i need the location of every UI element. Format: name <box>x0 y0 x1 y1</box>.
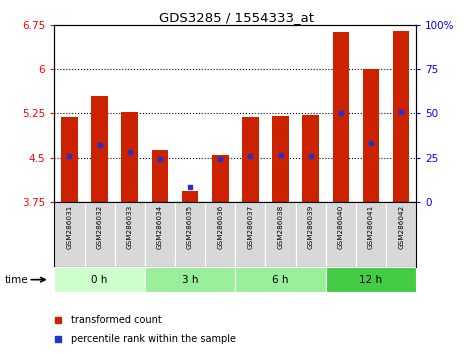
Text: percentile rank within the sample: percentile rank within the sample <box>70 333 236 344</box>
Bar <box>122 112 138 202</box>
Bar <box>54 202 85 267</box>
Bar <box>182 191 198 202</box>
Text: 3 h: 3 h <box>182 275 198 285</box>
Bar <box>326 202 356 267</box>
Text: GSM286037: GSM286037 <box>247 205 254 249</box>
Text: GSM286040: GSM286040 <box>338 205 344 249</box>
Bar <box>235 202 265 267</box>
Text: GDS3285 / 1554333_at: GDS3285 / 1554333_at <box>159 11 314 24</box>
Bar <box>175 202 205 267</box>
Bar <box>333 33 349 202</box>
Text: time: time <box>5 275 28 285</box>
Text: GSM286041: GSM286041 <box>368 205 374 249</box>
Text: GSM286036: GSM286036 <box>217 205 223 249</box>
Text: GSM286033: GSM286033 <box>127 205 133 249</box>
Bar <box>393 31 410 202</box>
Bar <box>296 202 326 267</box>
Text: transformed count: transformed count <box>70 315 161 325</box>
Bar <box>272 116 289 202</box>
Bar <box>85 202 114 267</box>
Bar <box>356 202 386 267</box>
Bar <box>302 115 319 202</box>
Text: 0 h: 0 h <box>91 275 108 285</box>
Bar <box>145 267 235 292</box>
Bar <box>326 267 416 292</box>
Bar <box>363 69 379 202</box>
Bar <box>242 118 259 202</box>
Text: GSM286034: GSM286034 <box>157 205 163 249</box>
Text: 12 h: 12 h <box>359 275 383 285</box>
Bar <box>61 118 78 202</box>
Text: GSM286032: GSM286032 <box>96 205 103 249</box>
Text: GSM286042: GSM286042 <box>398 205 404 249</box>
Text: GSM286035: GSM286035 <box>187 205 193 249</box>
Bar <box>91 96 108 202</box>
Text: GSM286038: GSM286038 <box>278 205 283 249</box>
Bar <box>152 150 168 202</box>
Bar <box>212 155 228 202</box>
Bar <box>145 202 175 267</box>
Bar <box>265 202 296 267</box>
Bar <box>386 202 416 267</box>
Bar <box>114 202 145 267</box>
Text: GSM286039: GSM286039 <box>308 205 314 249</box>
Text: 6 h: 6 h <box>272 275 289 285</box>
Bar <box>205 202 235 267</box>
Bar <box>54 267 145 292</box>
Text: GSM286031: GSM286031 <box>67 205 72 249</box>
Bar <box>235 267 326 292</box>
